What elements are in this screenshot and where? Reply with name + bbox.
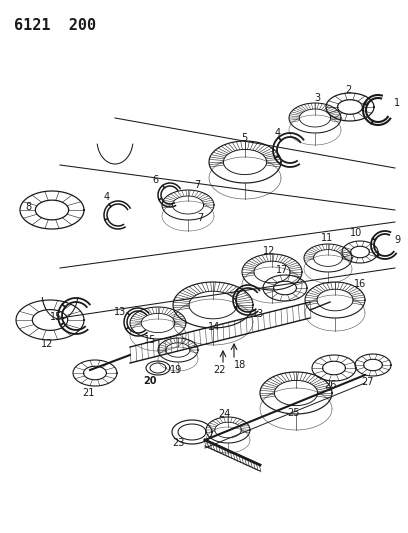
Text: 21: 21 bbox=[82, 388, 94, 398]
Text: 6121  200: 6121 200 bbox=[14, 18, 96, 33]
Text: 12: 12 bbox=[263, 246, 275, 256]
Text: 7: 7 bbox=[197, 213, 203, 223]
Text: 14: 14 bbox=[208, 322, 220, 332]
Text: 13: 13 bbox=[252, 309, 264, 319]
Text: 23: 23 bbox=[172, 438, 184, 448]
Text: 17: 17 bbox=[276, 265, 288, 275]
Text: 22: 22 bbox=[213, 365, 225, 375]
Text: 10: 10 bbox=[350, 228, 362, 238]
Text: 18: 18 bbox=[234, 360, 246, 370]
Text: 11: 11 bbox=[321, 233, 333, 243]
Text: 1: 1 bbox=[394, 98, 400, 108]
Text: 3: 3 bbox=[314, 93, 320, 103]
Text: 27: 27 bbox=[362, 377, 374, 387]
Text: 25: 25 bbox=[287, 408, 299, 418]
Text: 19: 19 bbox=[170, 365, 182, 375]
Text: 20: 20 bbox=[143, 376, 157, 386]
Text: 15: 15 bbox=[50, 312, 62, 322]
Text: 8: 8 bbox=[25, 202, 31, 212]
Text: 2: 2 bbox=[345, 85, 351, 95]
Text: 5: 5 bbox=[241, 133, 247, 143]
Text: 16: 16 bbox=[354, 279, 366, 289]
Text: 26: 26 bbox=[324, 380, 336, 390]
Text: 13: 13 bbox=[114, 307, 126, 317]
Text: 12: 12 bbox=[41, 339, 53, 349]
Text: 9: 9 bbox=[394, 235, 400, 245]
Text: 4: 4 bbox=[104, 192, 110, 202]
Text: 7: 7 bbox=[194, 180, 200, 190]
Text: 24: 24 bbox=[218, 409, 230, 419]
Text: 4: 4 bbox=[275, 128, 281, 138]
Text: 6: 6 bbox=[152, 175, 158, 185]
Text: 15: 15 bbox=[144, 335, 156, 345]
